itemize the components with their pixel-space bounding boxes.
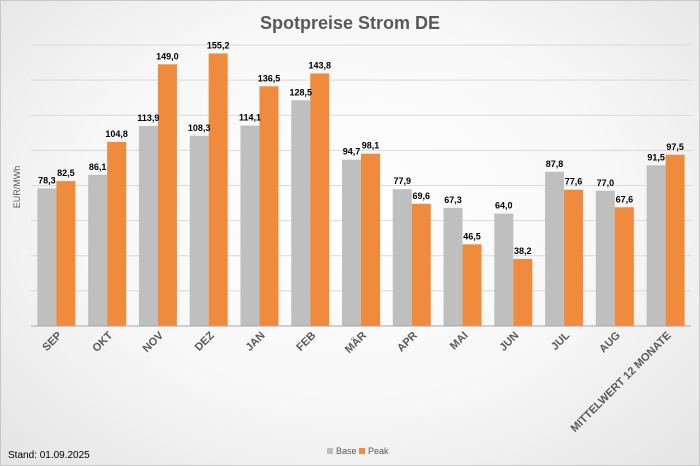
- bar-peak: [208, 53, 228, 327]
- bar-peak: [361, 153, 380, 326]
- category-label: FEB: [294, 330, 318, 354]
- category-label: MITTELWERT 12 MONATE: [569, 330, 674, 435]
- bar-base: [494, 213, 514, 326]
- bar-peak: [259, 86, 279, 326]
- category-label: MAI: [448, 330, 471, 353]
- value-label-base: 87,8: [546, 159, 564, 169]
- bar-peak: [513, 258, 533, 326]
- bars: [37, 53, 685, 327]
- category-labels: SEP OKT NOV DEZ JAN FEB MÄR APR MAI JUN JUL AUGMITT…: [40, 329, 673, 435]
- bar-base: [37, 188, 57, 326]
- value-label-base: 108,3: [188, 123, 211, 133]
- value-label-peak: 143,8: [308, 60, 331, 70]
- value-label-peak: 104,8: [105, 129, 128, 139]
- value-label-base: 64,0: [495, 201, 513, 211]
- category-label: NOV: [141, 329, 167, 355]
- bar-base: [240, 125, 260, 326]
- bar-base: [595, 190, 615, 326]
- value-label-peak: 46,5: [463, 231, 481, 241]
- legend-label-base: Base: [336, 446, 357, 456]
- bar-base: [443, 207, 463, 326]
- value-label-base: 114,1: [239, 113, 261, 123]
- bar-base: [545, 171, 565, 326]
- value-label-base: 67,3: [444, 195, 462, 205]
- value-label-peak: 155,2: [207, 40, 230, 50]
- bar-peak: [310, 73, 330, 326]
- legend-label-peak: Peak: [368, 446, 389, 456]
- value-label-peak: 136,5: [258, 73, 281, 83]
- bar-base: [291, 100, 311, 327]
- category-label: SEP: [40, 330, 64, 354]
- chart-title: Spotpreise Strom DE: [260, 13, 440, 33]
- bar-base: [189, 135, 209, 326]
- category-label: JAN: [244, 330, 268, 354]
- value-labels: 78,382,5 86,1 104,8 113,9 149,0 108,3 155,2 114…: [38, 40, 684, 255]
- value-label-base: 86,1: [89, 162, 107, 172]
- value-label-base: 77,9: [394, 176, 412, 186]
- bar-peak: [157, 64, 177, 326]
- bar-peak: [462, 244, 482, 326]
- bar-base: [392, 189, 412, 326]
- value-label-base: 91,5: [647, 152, 665, 162]
- value-label-base: 128,5: [289, 87, 312, 97]
- value-label-peak: 149,0: [156, 51, 179, 61]
- value-label-peak: 77,6: [565, 177, 583, 187]
- category-label: AUG: [597, 330, 623, 356]
- legend-swatch-peak: [359, 448, 365, 454]
- category-label: DEZ: [193, 329, 217, 353]
- bar-peak: [107, 141, 127, 326]
- bar-peak: [56, 181, 76, 326]
- category-label: JUL: [549, 329, 572, 352]
- bar-base: [342, 159, 361, 326]
- category-label: MÄR: [342, 329, 369, 356]
- value-label-base: 77,0: [597, 178, 615, 188]
- value-label-base: 78,3: [38, 175, 56, 185]
- value-label-peak: 69,6: [413, 191, 431, 201]
- bar-base: [646, 165, 666, 326]
- legend-swatch-base: [327, 448, 333, 454]
- category-label: OKT: [90, 329, 115, 354]
- legend: Base Peak: [327, 446, 389, 456]
- value-label-peak: 98,1: [362, 141, 380, 151]
- bar-peak: [411, 203, 431, 326]
- bar-base: [88, 174, 108, 326]
- category-label: APR: [395, 330, 420, 355]
- value-label-peak: 97,5: [666, 142, 684, 152]
- bar-base: [138, 125, 158, 326]
- y-axis-label: EUR/MWh: [12, 166, 22, 209]
- value-label-base: 113,9: [137, 113, 159, 123]
- value-label-peak: 67,6: [616, 194, 634, 204]
- value-label-peak: 82,5: [57, 168, 75, 178]
- bar-peak: [614, 207, 634, 326]
- bar-peak: [665, 154, 685, 326]
- value-label-peak: 38,2: [514, 246, 532, 256]
- category-label: JUN: [497, 330, 521, 354]
- footnote: Stand: 01.09.2025: [8, 450, 90, 461]
- value-label-base: 94,7: [343, 147, 361, 157]
- bar-peak: [564, 189, 584, 326]
